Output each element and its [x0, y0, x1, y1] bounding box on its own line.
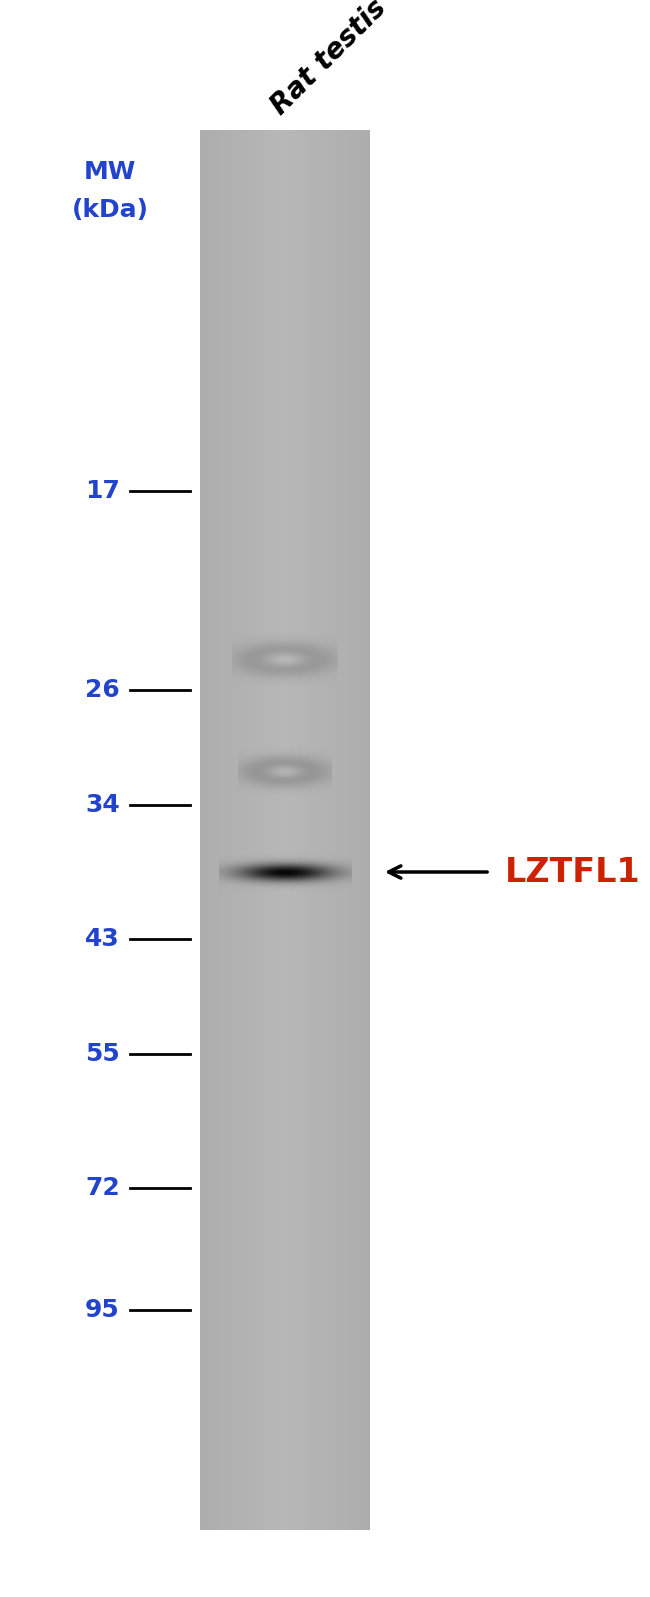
Text: LZTFL1: LZTFL1 [505, 856, 641, 888]
Text: 95: 95 [85, 1298, 120, 1322]
Text: Rat testis: Rat testis [265, 0, 392, 120]
Text: 26: 26 [85, 679, 120, 703]
Text: 34: 34 [85, 792, 120, 816]
Text: 72: 72 [85, 1177, 120, 1201]
Text: 43: 43 [85, 928, 120, 952]
Text: 55: 55 [85, 1041, 120, 1067]
Bar [200, 129, 370, 1530]
Text: 17: 17 [85, 479, 120, 503]
Text: MW: MW [84, 160, 136, 184]
Text: (kDa): (kDa) [72, 198, 148, 222]
